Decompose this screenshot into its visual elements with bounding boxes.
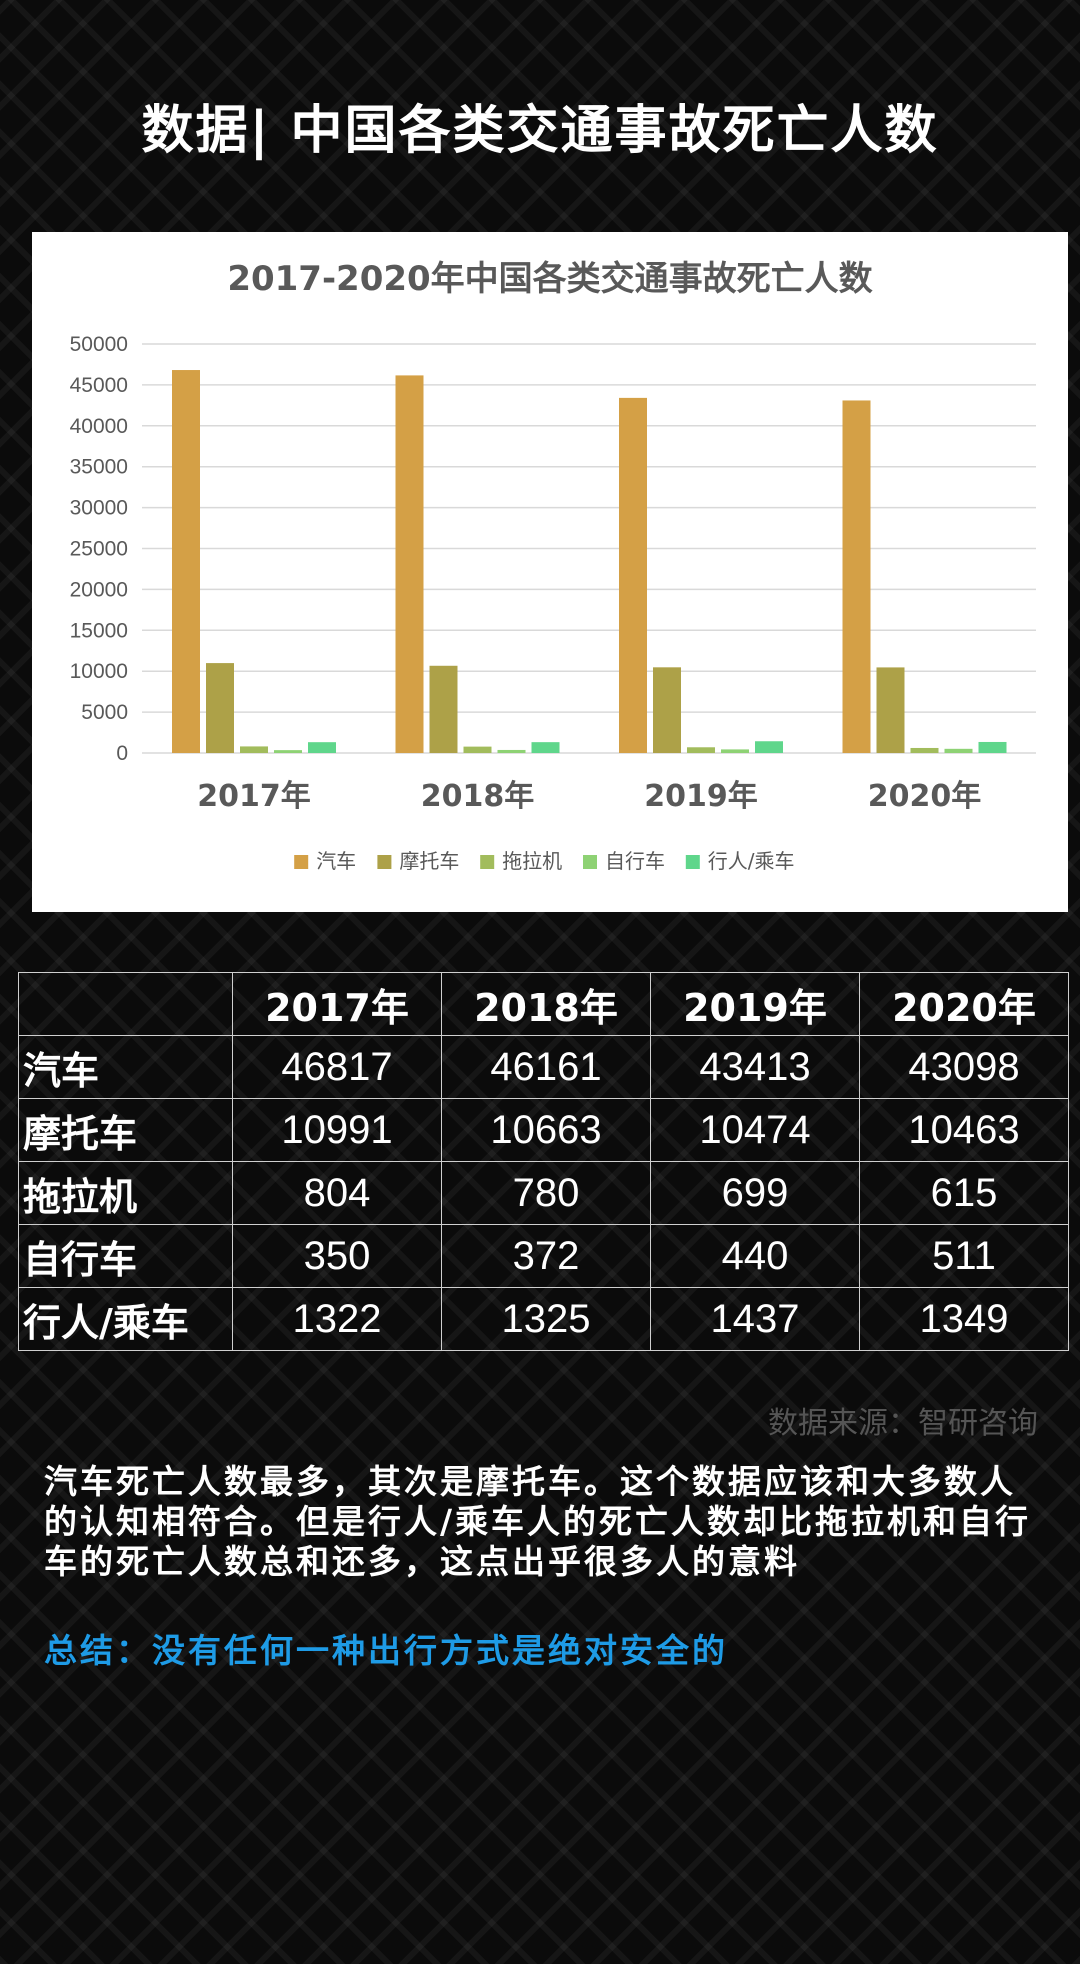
data-source: 数据来源：智研咨询 (768, 1406, 1038, 1441)
table-cell: 699 (650, 1161, 860, 1225)
bar-行人/乘车-2018年 (531, 742, 560, 753)
row-label: 汽车 (18, 1035, 233, 1099)
legend-swatch (583, 855, 597, 869)
bar-自行车-2019年 (721, 749, 749, 753)
table-header-corner (18, 972, 233, 1036)
legend-swatch (480, 855, 495, 869)
legend-swatch (294, 855, 309, 869)
table-row: 行人/乘车 1322 1325 1437 1349 (18, 1287, 1069, 1351)
y-tick-label: 15000 (70, 619, 128, 642)
bar-摩托车-2019年 (653, 667, 681, 753)
row-label: 摩托车 (18, 1098, 233, 1162)
table-row: 自行车 350 372 440 511 (18, 1224, 1069, 1288)
legend-swatch (377, 855, 392, 869)
bar-拖拉机-2019年 (687, 747, 715, 753)
legend-label: 行人/乘车 (708, 849, 795, 873)
bar-自行车-2018年 (497, 749, 526, 753)
bar-汽车-2020年 (842, 400, 871, 753)
chart-card: 2017-2020年中国各类交通事故死亡人数 50000 45000 40000 350… (32, 232, 1068, 912)
table-header-2018: 2018年 (441, 972, 651, 1036)
table-cell: 46161 (441, 1035, 651, 1099)
legend-label: 摩托车 (399, 849, 459, 873)
legend-label: 拖拉机 (502, 849, 562, 873)
table-cell: 780 (441, 1161, 651, 1225)
table-header-2019: 2019年 (650, 972, 860, 1036)
chart-title: 2017-2020年中国各类交通事故死亡人数 (227, 259, 872, 299)
bar-自行车-2017年 (274, 750, 302, 753)
table-cell: 372 (441, 1224, 651, 1288)
x-category-label: 2019年 (644, 779, 758, 814)
bar-拖拉机-2020年 (910, 747, 939, 753)
y-tick-label: 20000 (70, 578, 128, 601)
row-label: 拖拉机 (18, 1161, 233, 1225)
bar-拖拉机-2018年 (463, 746, 492, 753)
bar-摩托车-2017年 (206, 663, 234, 753)
summary-text: 总结：没有任何一种出行方式是绝对安全的 (44, 1631, 728, 1670)
table-cell: 615 (859, 1161, 1069, 1225)
table-cell: 1437 (650, 1287, 860, 1351)
legend-label: 汽车 (316, 849, 356, 873)
legend-label: 自行车 (605, 849, 665, 873)
y-tick-label: 5000 (81, 701, 128, 724)
bar-汽车-2018年 (395, 375, 424, 753)
bar-拖拉机-2017年 (240, 746, 268, 753)
y-tick-label: 45000 (70, 374, 128, 397)
row-label: 行人/乘车 (18, 1287, 233, 1351)
table-cell: 1349 (859, 1287, 1069, 1351)
y-tick-label: 10000 (70, 660, 128, 683)
page-title: 数据| 中国各类交通事故死亡人数 (141, 101, 939, 161)
y-tick-label: 50000 (70, 333, 128, 356)
table-cell: 350 (232, 1224, 442, 1288)
bar-摩托车-2018年 (429, 665, 458, 753)
y-tick-label: 25000 (70, 538, 128, 561)
table-header-row: 2017年 2018年 2019年 2020年 (18, 972, 1069, 1036)
row-label: 自行车 (18, 1224, 233, 1288)
table-cell: 10663 (441, 1098, 651, 1162)
bar-chart: 2017-2020年中国各类交通事故死亡人数500004500040000350… (70, 259, 1036, 873)
table-cell: 10463 (859, 1098, 1069, 1162)
table-cell: 10991 (232, 1098, 442, 1162)
table-row: 拖拉机 804 780 699 615 (18, 1161, 1069, 1225)
bar-摩托车-2020年 (876, 667, 905, 753)
table-row: 汽车 46817 46161 43413 43098 (18, 1035, 1069, 1099)
y-tick-label: 40000 (70, 415, 128, 438)
bar-汽车-2017年 (172, 370, 200, 753)
table-cell: 440 (650, 1224, 860, 1288)
table-cell: 43098 (859, 1035, 1069, 1099)
x-category-label: 2017年 (197, 779, 311, 814)
table-cell: 46817 (232, 1035, 442, 1099)
table-cell: 511 (859, 1224, 1069, 1288)
table-header-2017: 2017年 (232, 972, 442, 1036)
table-cell: 1322 (232, 1287, 442, 1351)
y-tick-label: 0 (116, 742, 128, 765)
table-cell: 43413 (650, 1035, 860, 1099)
table-header-2020: 2020年 (859, 972, 1069, 1036)
table-row: 摩托车 10991 10663 10474 10463 (18, 1098, 1069, 1162)
bar-行人/乘车-2017年 (308, 742, 336, 753)
bar-自行车-2020年 (944, 748, 973, 753)
y-tick-label: 30000 (70, 497, 128, 520)
bar-行人/乘车-2019年 (755, 741, 783, 753)
x-category-label: 2020年 (868, 779, 982, 814)
x-category-label: 2018年 (421, 779, 535, 814)
y-tick-label: 35000 (70, 456, 128, 479)
table-cell: 10474 (650, 1098, 860, 1162)
bar-行人/乘车-2020年 (978, 741, 1007, 753)
legend-swatch (685, 855, 700, 869)
commentary-paragraph: 汽车死亡人数最多，其次是摩托车。这个数据应该和大多数人的认知相符合。但是行人/乘… (44, 1462, 1032, 1581)
bar-汽车-2019年 (619, 397, 647, 753)
table-cell: 804 (232, 1161, 442, 1225)
table-cell: 1325 (441, 1287, 651, 1351)
data-table: 2017年 2018年 2019年 2020年 汽车 46817 46161 4… (18, 972, 1069, 1351)
